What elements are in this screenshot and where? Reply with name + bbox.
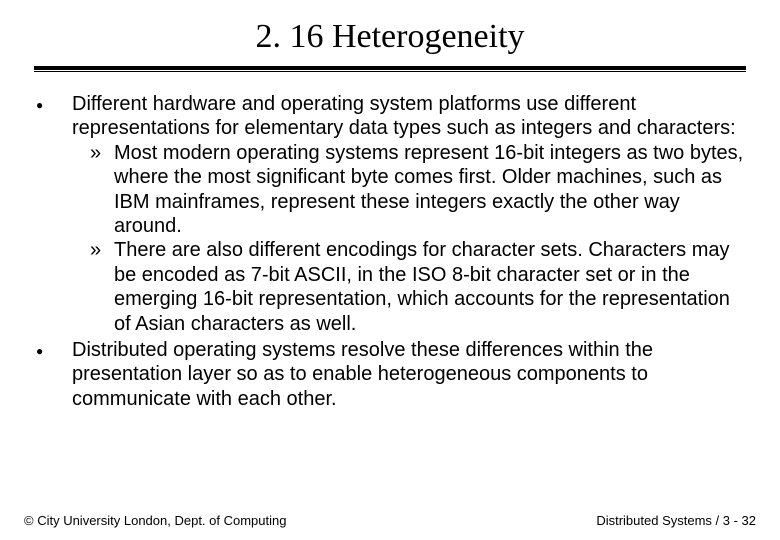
slide: 2. 16 Heterogeneity Different hardware a… [0,0,780,540]
slide-title: 2. 16 Heterogeneity [34,18,746,56]
sub-list-item: There are also different encodings for c… [72,238,746,336]
title-underline [34,66,746,72]
bullet-icon [34,92,72,336]
bullet-icon [34,338,72,411]
list-item: Different hardware and operating system … [34,92,746,336]
footer-left: © City University London, Dept. of Compu… [24,513,286,528]
slide-body: Different hardware and operating system … [34,92,746,411]
list-item-text: Different hardware and operating system … [72,92,746,141]
list-item-text: Distributed operating systems resolve th… [72,338,746,411]
sub-bullet-icon [90,238,114,336]
list-item: Distributed operating systems resolve th… [34,338,746,411]
sub-list-item-text: Most modern operating systems represent … [114,141,746,239]
sub-list-item: Most modern operating systems represent … [72,141,746,239]
sub-bullet-icon [90,141,114,239]
list-item-content: Distributed operating systems resolve th… [72,338,746,411]
sub-list-item-text: There are also different encodings for c… [114,238,746,336]
list-item-content: Different hardware and operating system … [72,92,746,336]
slide-footer: © City University London, Dept. of Compu… [0,513,780,528]
footer-right: Distributed Systems / 3 - 32 [596,513,756,528]
